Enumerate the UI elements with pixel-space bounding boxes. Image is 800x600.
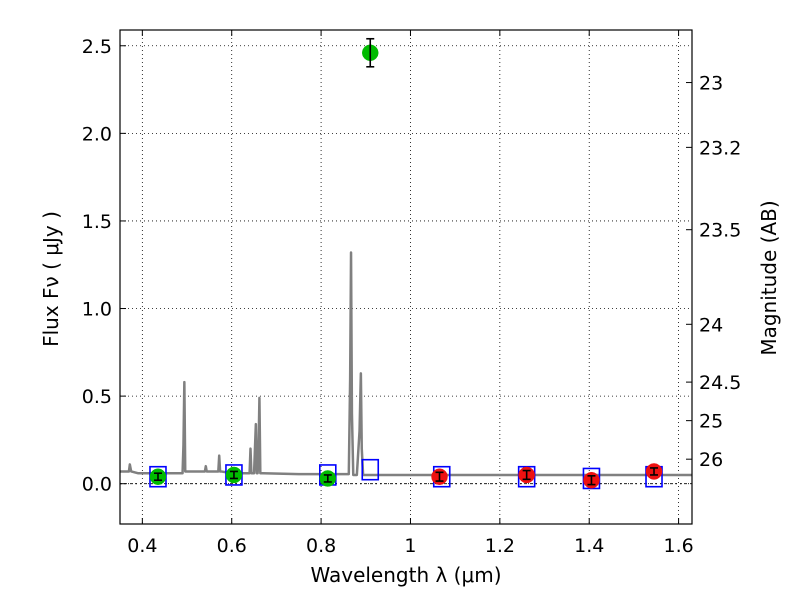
axes-frame	[119, 29, 693, 525]
x-axis-label: Wavelength λ (μm)	[310, 563, 501, 587]
right-tick-label: 25	[699, 411, 723, 433]
x-tick-label: 0.8	[306, 535, 336, 557]
x-tick-label: 0.4	[127, 535, 157, 557]
spectrum-line	[120, 251, 692, 477]
x-tick-label: 1.2	[485, 535, 515, 557]
x-tick-label: 1	[404, 535, 416, 557]
y-tick-label: 0.5	[82, 386, 112, 408]
x-tick-label: 1.6	[663, 535, 693, 557]
model-photometry-square	[361, 458, 380, 481]
y-tick-label: 2.0	[82, 123, 112, 145]
grid	[120, 30, 692, 524]
y-axis-label: Flux Fν ( μJy )	[39, 211, 63, 347]
right-tick-label: 26	[699, 449, 723, 471]
y-tick-label: 1.0	[82, 299, 112, 321]
y-tick-label: 0.0	[82, 474, 112, 496]
y-tick-label: 1.5	[82, 211, 112, 233]
right-tick-label: 23.2	[699, 137, 741, 159]
x-tick-label: 0.6	[217, 535, 247, 557]
ticks: 0.4 0.6 0.8 1 1.2 1.4 1.6 0.0 0.5 1.0 1.5 2.0 2.5 23 2…	[82, 30, 741, 557]
right-tick-label: 23.5	[699, 220, 741, 242]
right-tick-label: 24	[699, 314, 723, 336]
right-tick-label: 23	[699, 73, 723, 95]
y-tick-label: 2.5	[82, 36, 112, 58]
right-y-axis-label: Magnitude (AB)	[757, 200, 781, 355]
x-tick-label: 1.4	[574, 535, 604, 557]
right-tick-label: 24.5	[699, 372, 741, 394]
plot-area	[120, 37, 692, 490]
